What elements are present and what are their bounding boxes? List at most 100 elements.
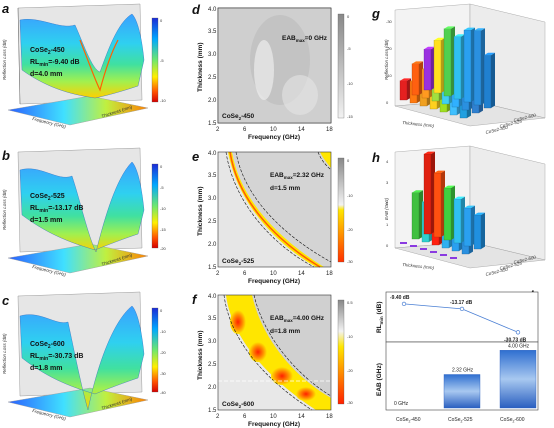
panel-label-b: b [2,148,10,163]
cb-b-2: -10 [160,206,167,211]
eab-bar [499,350,537,409]
xlabel-g: Thickness (mm) [402,120,435,128]
bar3d-top [454,196,465,199]
ytick-f-5: 4.0 [208,294,217,300]
panel-label-a: a [2,1,9,16]
xticks-f: 2 6 10 14 18 [216,414,333,420]
rl-surface [19,13,145,99]
ytick-e-1: 2.0 [208,242,217,248]
bar3d [443,187,452,241]
surface-floor-c [7,387,149,418]
xtick-d-1: 6 [243,127,247,133]
ztick-g-3: -30 [386,19,393,24]
xlabel-h: Thickness (mm) [402,262,435,270]
ann-material-b: CoSe2-525 [30,193,65,202]
rl-data-label: -13.17 dB [450,300,473,306]
ytick-e-2: 2.5 [208,219,217,225]
colorbar-b [151,163,159,249]
eab-e: EABmax=2.32 GHz [270,172,325,180]
cbe-1: -10 [347,193,354,198]
eab-d: EABmax=0 GHz [282,35,328,43]
bars-h [400,151,485,259]
bar3d-top [444,26,455,29]
cb-a-1: -5 [160,58,164,63]
xtick-f-2: 10 [270,414,277,420]
bar3d-flat [410,245,417,247]
bar3d [473,214,482,250]
cb-b-3: -15 [160,227,167,232]
xtick-d-3: 14 [298,127,305,133]
ytick-d-0: 1.5 [208,121,217,127]
bar3d [453,198,462,244]
bar3d [453,36,462,100]
series-g-0: CoSe2-450 [485,124,509,134]
bar3d [463,207,472,247]
xtick-e-4: 18 [326,271,333,277]
colorbar-a [151,17,159,103]
panel-label-e: e [192,149,199,164]
bar3d-flat [440,254,447,256]
ytick-f-4: 3.5 [208,316,217,322]
rl-data-label: -9.40 dB [390,295,410,301]
bars-g [399,26,495,119]
material-d: CoSe2-450 [222,113,255,121]
bar3d-top [434,37,445,41]
yticks-e: 1.5 2.0 2.5 3.0 3.5 4.0 [208,151,217,271]
eab-data-label: 0 GHz [394,401,409,407]
rl-point [515,330,521,335]
bar3d-flat [430,251,437,253]
ytick-d-4: 3.5 [208,29,217,35]
bar3d-top [400,78,411,81]
series-h-0: CoSe2-450 [485,266,509,276]
cb-b-0: 0 [160,164,163,169]
zlabel-g: Reflection Loss (dB) [384,39,389,80]
bar3d-top [474,212,485,215]
ylabel-f: Thickness (mm) [197,331,204,381]
rl-surface-c [19,305,145,411]
colorbar-d [337,13,345,119]
bar3d [463,29,472,103]
bar3d-top [444,185,455,188]
panel-a: a Reflection Loss (dB) Frequency (GHz) T… [2,1,167,129]
bar3d [399,80,408,101]
cbf-0: 0.5 [347,300,353,305]
ann-d-a: d=4.0 mm [30,71,63,78]
rl-point [401,301,407,307]
cb-a-0: 0 [160,18,163,23]
material-f: CoSe2-600 [222,401,255,409]
xticks-d: 2 6 10 14 18 [216,127,333,133]
bar3d-side [491,52,495,108]
yticks-f: 1.5 2.0 2.5 3.0 3.5 4.0 [208,294,217,414]
zlabel-h: EAB (GHz) [384,197,389,220]
panel-b: b Reflection Loss (dB) Frequency (GHz) T… [2,147,167,277]
panel-label-h: h [372,150,380,165]
bar3d [483,55,492,109]
surface-floor [7,95,149,126]
bar3d-top [454,34,465,37]
ytick-d-1: 2.0 [208,98,217,104]
ann-d-c: d=1.8 mm [30,365,63,372]
ytick-d-5: 4.0 [208,7,217,13]
eab-axis-label: EAB (GHz) [376,363,383,396]
rl-line-group: -9.40 dB -13.17 dB -30.73 dB [390,295,527,343]
panel-label-f: f [192,292,198,307]
eab-bar [443,374,481,409]
colorbar-e [337,157,345,263]
cbf-3: -30 [347,400,354,405]
bar3d [433,172,442,238]
xtick-e-2: 10 [270,271,277,277]
ylabel-d: Thickness (mm) [197,43,204,93]
bar3d-top [474,28,485,31]
ztick-h-1: 1 [386,222,389,227]
panel-label-g: g [371,6,380,21]
ytick-e-0: 1.5 [208,265,217,271]
i-cat-1: CoSe2-525 [448,417,473,424]
bar3d [423,153,432,235]
bar3d-flat [450,257,457,259]
material-e: CoSe2-525 [222,258,255,266]
cbe-3: -30 [347,259,354,264]
xtick-d-0: 2 [216,127,220,133]
ztick-h-2: 2 [386,201,389,206]
ytick-d-2: 2.5 [208,75,217,81]
cb-b-1: -5 [160,185,164,190]
